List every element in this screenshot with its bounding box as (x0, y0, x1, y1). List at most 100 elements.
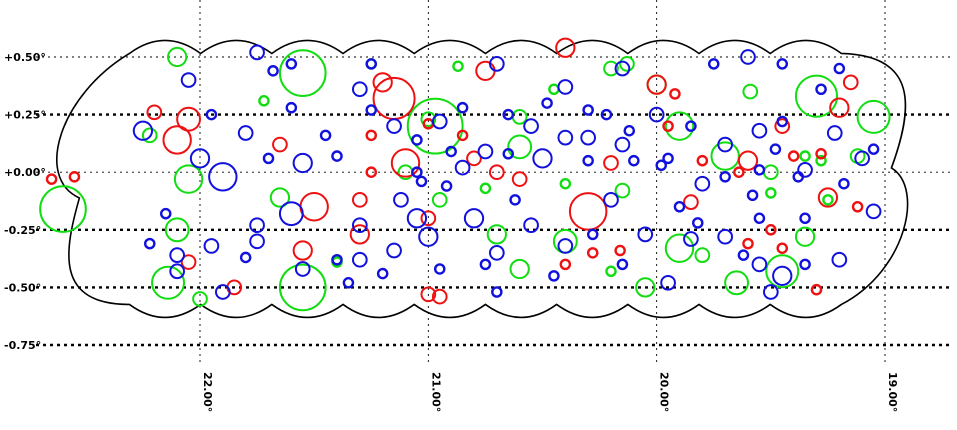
blue-source-marker (737, 249, 750, 261)
blue-source-marker (600, 108, 613, 121)
blue-source-marker (351, 251, 368, 268)
green-source-marker (794, 226, 816, 247)
green-source-marker (164, 217, 190, 243)
green-source-marker (794, 74, 839, 118)
red-source-marker (488, 164, 505, 181)
green-source-marker (173, 164, 204, 194)
red-source-marker (68, 171, 81, 183)
green-source-marker (799, 150, 811, 162)
green-source-marker (431, 191, 448, 208)
dotted-grid (36, 0, 950, 365)
blue-source-marker (799, 258, 811, 271)
red-source-marker (431, 288, 448, 305)
green-source-marker (559, 177, 572, 190)
x-tick-label: 21.00° (429, 372, 442, 412)
blue-source-marker (456, 101, 469, 114)
blue-source-marker (411, 134, 423, 146)
blue-source-marker (662, 152, 674, 165)
blue-source-marker (614, 136, 631, 153)
blue-source-marker (454, 159, 471, 176)
blue-source-marker (623, 124, 636, 137)
green-source-marker (141, 127, 158, 144)
blue-source-marker (826, 125, 843, 141)
blue-source-marker (509, 194, 521, 206)
blue-source-marker (854, 150, 871, 167)
blue-source-marker (582, 104, 594, 116)
blue-source-marker (319, 129, 332, 142)
blue-source-marker (753, 212, 766, 225)
blue-source-marker (491, 286, 503, 298)
green-source-marker (278, 49, 327, 97)
source-markers (39, 37, 891, 312)
blue-source-marker (285, 58, 298, 70)
blue-source-marker (386, 242, 402, 259)
green-source-marker (694, 247, 711, 263)
blue-source-marker (411, 166, 423, 178)
blue-source-marker (169, 263, 186, 280)
green-source-marker (452, 60, 464, 72)
blue-source-marker (628, 154, 640, 167)
survey-footprint (56, 39, 909, 319)
green-source-marker (710, 141, 740, 171)
blue-source-marker (143, 237, 156, 250)
blue-source-marker (502, 108, 515, 121)
blue-source-marker (431, 113, 448, 130)
x-tick-label: 22.00° (201, 372, 214, 412)
red-source-marker (146, 104, 163, 121)
blue-source-marker (351, 81, 368, 98)
blue-source-marker (365, 104, 378, 116)
blue-source-marker (557, 129, 574, 146)
blue-source-marker (262, 152, 275, 165)
red-source-marker (180, 254, 197, 270)
blue-source-marker (815, 83, 827, 96)
red-source-marker (776, 242, 789, 254)
red-source-marker (390, 148, 421, 178)
blue-source-marker (776, 115, 789, 128)
blue-source-marker (239, 251, 252, 264)
green-source-marker (856, 99, 891, 134)
blue-source-marker (433, 263, 446, 275)
y-tick-label: +0.00° (4, 166, 46, 179)
green-source-marker (258, 95, 270, 107)
y-tick-label: -0.25° (4, 224, 41, 237)
green-source-marker (509, 258, 530, 280)
blue-source-marker (637, 226, 654, 243)
blue-source-marker (477, 143, 494, 160)
blue-source-marker (838, 177, 850, 190)
blue-source-marker (660, 274, 676, 291)
blue-source-marker (694, 175, 711, 192)
y-tick-label: -0.75° (4, 339, 41, 352)
blue-source-marker (180, 72, 197, 88)
blue-source-marker (292, 152, 313, 174)
red-source-marker (420, 210, 437, 227)
blue-source-marker (614, 60, 631, 77)
y-tick-label: +0.25° (4, 109, 46, 122)
blue-source-marker (208, 162, 238, 192)
red-source-marker (456, 129, 469, 142)
red-source-marker (810, 283, 823, 296)
blue-source-marker (365, 58, 378, 70)
blue-source-marker (719, 171, 731, 183)
x-tick-label: 19.00° (886, 372, 899, 412)
blue-source-marker (249, 44, 265, 61)
blue-source-marker (616, 258, 629, 271)
blue-source-marker (557, 238, 574, 254)
blue-source-marker (189, 148, 211, 169)
red-source-marker (586, 247, 599, 259)
blue-source-marker (655, 159, 668, 172)
blue-source-marker (488, 244, 505, 261)
blue-source-marker (205, 108, 218, 121)
red-source-marker (662, 120, 674, 132)
blue-source-marker (169, 247, 186, 263)
green-source-marker (605, 265, 617, 278)
blue-source-marker (692, 217, 704, 229)
red-source-marker (737, 150, 759, 171)
blue-source-marker (159, 207, 172, 220)
blue-source-marker (532, 148, 553, 169)
red-source-marker (365, 166, 378, 178)
red-source-marker (696, 154, 709, 167)
green-source-marker (420, 111, 437, 128)
green-source-marker (603, 60, 619, 77)
blue-source-marker (351, 217, 368, 234)
green-source-marker (278, 263, 327, 312)
